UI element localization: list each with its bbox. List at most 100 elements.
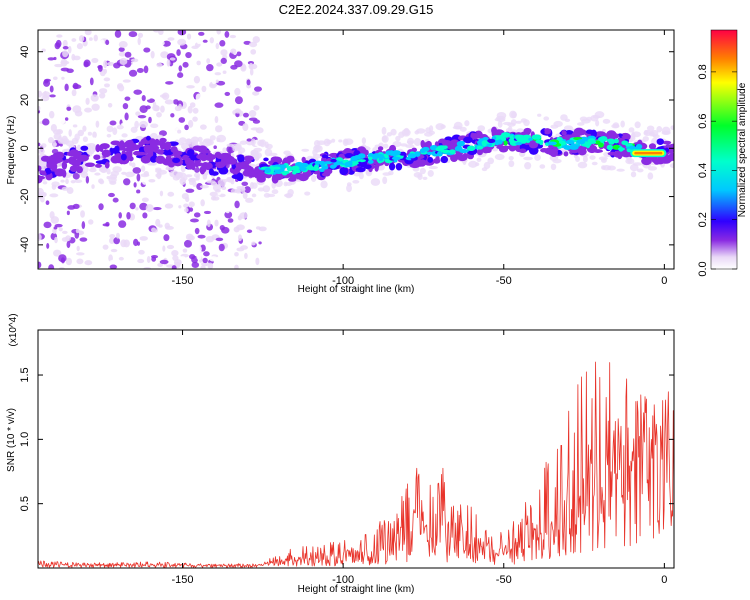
spectrogram-blob (54, 236, 58, 244)
spectrogram-blob (201, 139, 212, 147)
spectrogram-core (476, 140, 484, 145)
spectrogram-core (535, 139, 544, 144)
spectrogram-blob (321, 154, 328, 159)
spectrogram-blob (231, 143, 241, 150)
spectrogram-blob (234, 166, 242, 172)
spectrogram-core (606, 138, 615, 143)
spectrogram-blob (103, 68, 108, 74)
spectrogram-blob (84, 30, 92, 36)
spectrogram-blob (304, 191, 311, 196)
spectrogram-blob (53, 56, 57, 61)
spectrogram-blob (156, 62, 163, 68)
spectrogram-blob (234, 87, 241, 96)
spectrogram-core (440, 149, 450, 154)
spectrogram-blob (76, 43, 84, 50)
spectrogram-blob (94, 172, 101, 176)
spectrogram-blob (149, 132, 158, 140)
spectrogram-blob (85, 97, 90, 105)
spectrogram-blob (53, 249, 62, 257)
spectrogram-xtick-label: 0 (661, 275, 667, 287)
spectrogram-core (517, 138, 525, 143)
spectrogram-blob (420, 140, 425, 148)
spectrogram-ytick-label: 40 (19, 46, 31, 58)
spectrogram-blob (236, 224, 245, 231)
spectrogram-blob (150, 123, 159, 129)
spectrogram-blob (61, 76, 65, 80)
spectrogram-blob (184, 239, 192, 248)
spectrogram-blob (209, 37, 215, 44)
spectrogram-blob (634, 121, 641, 129)
spectrogram-blob (38, 192, 47, 197)
spectrogram-blob (128, 69, 138, 77)
spectrogram-blob (194, 166, 200, 173)
spectrogram-blob (244, 252, 248, 260)
spectrogram-blob (118, 84, 125, 92)
spectrogram-blob (95, 163, 102, 168)
spectrogram-blob (178, 65, 183, 72)
spectrogram-blob (494, 118, 501, 122)
spectrogram-core (466, 145, 476, 152)
spectrogram-xtick-label: -100 (332, 275, 354, 287)
spectrogram-blob (342, 138, 349, 146)
spectrogram-blob (49, 110, 55, 119)
spectrogram-blob (43, 221, 52, 229)
spectrogram-blob (166, 150, 173, 155)
spectrogram-blob (42, 118, 50, 126)
spectrogram-blob (361, 137, 367, 145)
spectrogram-blob (91, 184, 95, 189)
spectrogram-blob (62, 45, 69, 50)
spectrogram-core (487, 138, 496, 143)
spectrogram-blob (585, 129, 594, 135)
spectrogram-blob (143, 65, 149, 74)
spectrogram-blob (355, 167, 366, 173)
spectrogram-blob (78, 154, 89, 162)
spectrogram-blob (182, 61, 189, 68)
spectrogram-blob (647, 166, 658, 171)
spectrogram-blob (151, 255, 159, 259)
spectrogram-blob (80, 145, 89, 151)
spectrogram-blob (56, 34, 63, 38)
spectrogram-blob (200, 265, 206, 269)
spectrogram-blob (195, 162, 204, 167)
spectrogram-blob (50, 123, 57, 132)
spectrogram-blob (653, 160, 660, 165)
spectrogram-blob (543, 128, 552, 135)
spectrogram-blob (661, 130, 671, 136)
spectrogram-blob (172, 157, 181, 164)
spectrogram-core (323, 161, 332, 165)
spectrogram-blob (62, 230, 68, 234)
spectrogram-blob (143, 47, 151, 53)
spectrogram-blob (193, 212, 201, 218)
spectrogram-blob (252, 36, 260, 44)
spectrogram-blob (234, 264, 239, 269)
colorbar-frame (710, 29, 738, 270)
spectrogram-core (437, 151, 443, 157)
spectrogram-blob (104, 161, 110, 169)
spectrogram-blob (236, 51, 242, 57)
spectrogram-blob (88, 219, 94, 225)
spectrogram-blob (163, 143, 172, 151)
spectrogram-blob (182, 248, 188, 253)
spectrogram-blob (60, 60, 70, 65)
spectrogram-blob (185, 188, 195, 193)
spectrogram-blob (106, 133, 112, 138)
spectrogram-blob (125, 171, 135, 178)
spectrogram-blob (112, 166, 122, 173)
spectrogram-core (629, 145, 636, 150)
spectrogram-blob (268, 152, 278, 157)
spectrogram-blob (523, 156, 533, 161)
spectrogram-blob (220, 49, 228, 56)
spectrogram-blob (122, 79, 131, 83)
spectrogram-blob (164, 203, 174, 209)
spectrogram-blob (339, 166, 349, 176)
spectrogram-blob (169, 170, 179, 178)
spectrogram-blob (481, 167, 488, 172)
spectrogram-blob (254, 86, 262, 92)
spectrogram-blob (244, 166, 252, 174)
spectrogram-blob (98, 88, 108, 94)
spectrogram-blob (145, 135, 151, 141)
spectrogram-blob (508, 155, 514, 161)
spectrogram-blob (253, 147, 263, 152)
spectrogram-blob (215, 237, 224, 242)
spectrogram-blob (629, 163, 639, 172)
